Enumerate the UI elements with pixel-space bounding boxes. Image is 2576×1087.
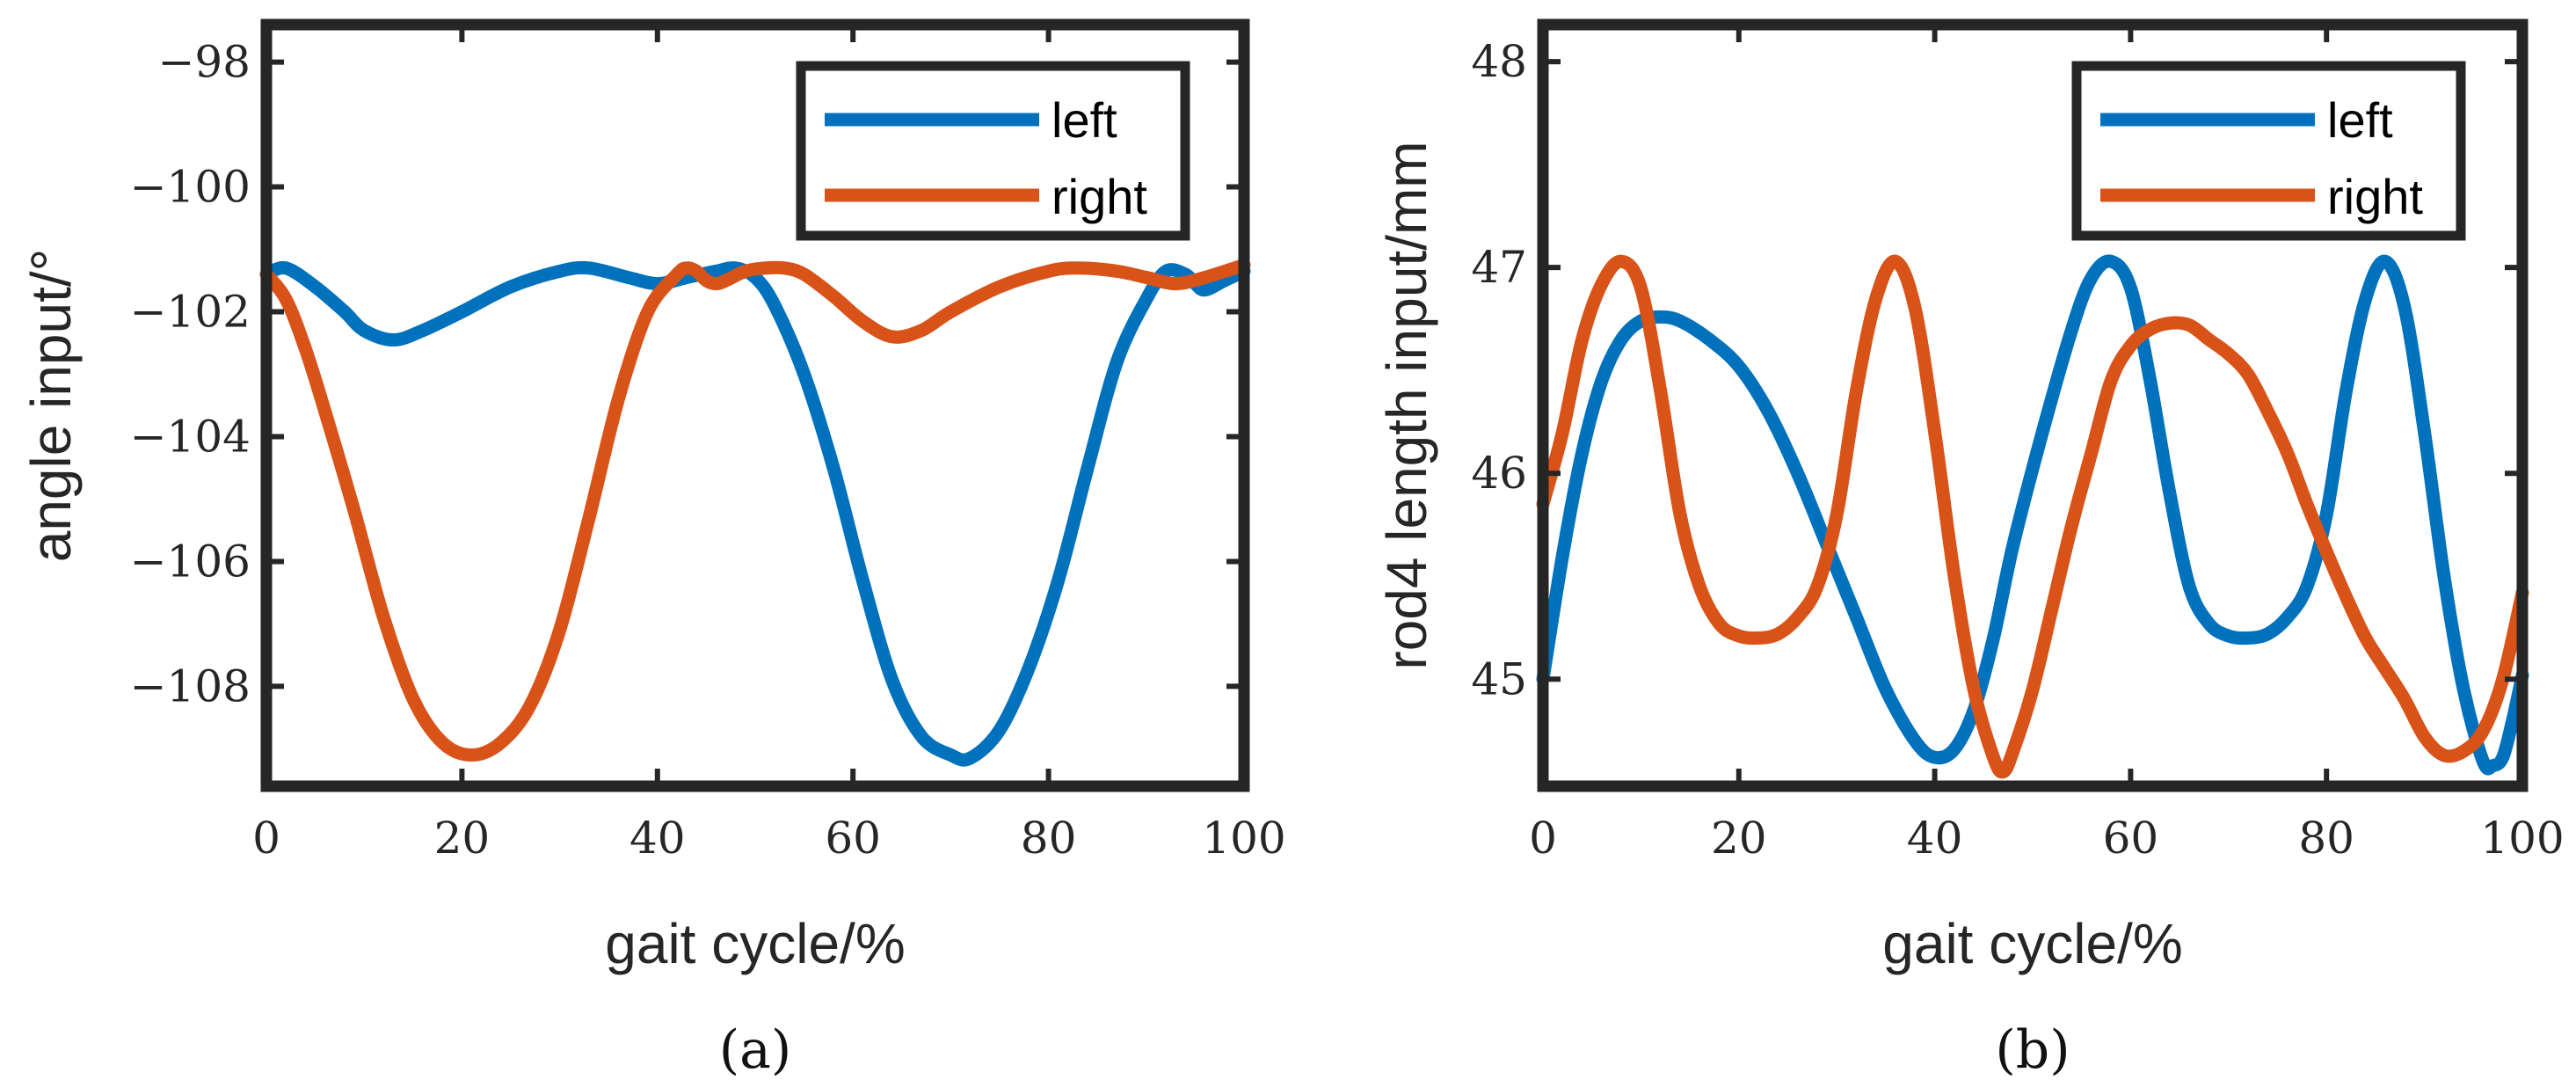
- y-tick-label-1-b: 46: [1471, 448, 1527, 499]
- x-tick-label-0-b: 0: [1529, 813, 1557, 864]
- series-layer-a: [259, 258, 1251, 767]
- y-axis-label-a: angle input/°: [19, 249, 83, 563]
- series-layer-b: [1536, 254, 2529, 779]
- legend-label-right-a: right: [1052, 169, 1147, 224]
- tick-layer-a: 0 20 40 60 80 100 −98 −100 −102 −104 −106 −108: [130, 25, 1286, 864]
- y-tick-label-2-a: −102: [130, 287, 251, 338]
- x-tick-label-80-a: 80: [1021, 813, 1077, 864]
- x-tick-label-40-a: 40: [629, 813, 686, 864]
- caption-b: (b): [1995, 1019, 2070, 1081]
- legend-label-left-a: left: [1052, 92, 1117, 148]
- plot-frame-a: [260, 18, 1250, 792]
- x-tick-label-0-a: 0: [252, 813, 280, 864]
- series-line-left-a: [259, 260, 1251, 767]
- y-tick-label-2-b: 47: [1471, 242, 1527, 293]
- y-tick-label-4-a: −106: [130, 536, 251, 587]
- series-line-right-a: [259, 258, 1251, 762]
- chart-panel-b: 0 20 40 60 80 100 45 46 47 48 gait cycle/% rod4 l…: [1375, 18, 2565, 1081]
- x-axis-label-a: gait cycle/%: [605, 912, 905, 975]
- x-tick-label-100-b: 100: [2480, 813, 2564, 864]
- x-tick-label-60-a: 60: [825, 813, 881, 864]
- series-line-right-b: [1536, 254, 2529, 779]
- y-tick-label-5-a: −108: [130, 660, 251, 711]
- caption-a: (a): [719, 1019, 792, 1081]
- x-tick-label-80-b: 80: [2298, 813, 2354, 864]
- x-tick-label-40-b: 40: [1907, 813, 1963, 864]
- x-tick-label-100-a: 100: [1202, 813, 1285, 864]
- legend-label-left-b: left: [2327, 92, 2393, 148]
- legend-a: left right: [796, 61, 1190, 241]
- x-tick-label-20-b: 20: [1711, 813, 1767, 864]
- legend-box-a: [796, 61, 1190, 241]
- y-tick-label-3-a: −104: [130, 411, 251, 462]
- legend-label-right-b: right: [2327, 169, 2423, 224]
- tick-layer-b: 0 20 40 60 80 100 45 46 47 48: [1471, 25, 2565, 864]
- chart-panel-a: 0 20 40 60 80 100 −98 −100 −102 −104 −106 −108 gait…: [19, 18, 1286, 1081]
- plot-frame-b: [1537, 18, 2529, 792]
- y-tick-label-0-b: 45: [1471, 653, 1527, 704]
- x-tick-label-20-a: 20: [434, 813, 491, 864]
- y-tick-label-0-a: −98: [157, 37, 251, 88]
- y-tick-label-1-a: −100: [130, 162, 251, 213]
- legend-b: left right: [2071, 61, 2466, 241]
- x-axis-label-b: gait cycle/%: [1882, 912, 2182, 975]
- y-tick-label-3-b: 48: [1471, 36, 1527, 87]
- legend-box-b: [2071, 61, 2466, 241]
- x-tick-label-60-b: 60: [2103, 813, 2159, 864]
- series-line-left-b: [1536, 254, 2529, 776]
- y-axis-label-b: rod4 length input/mm: [1375, 141, 1438, 669]
